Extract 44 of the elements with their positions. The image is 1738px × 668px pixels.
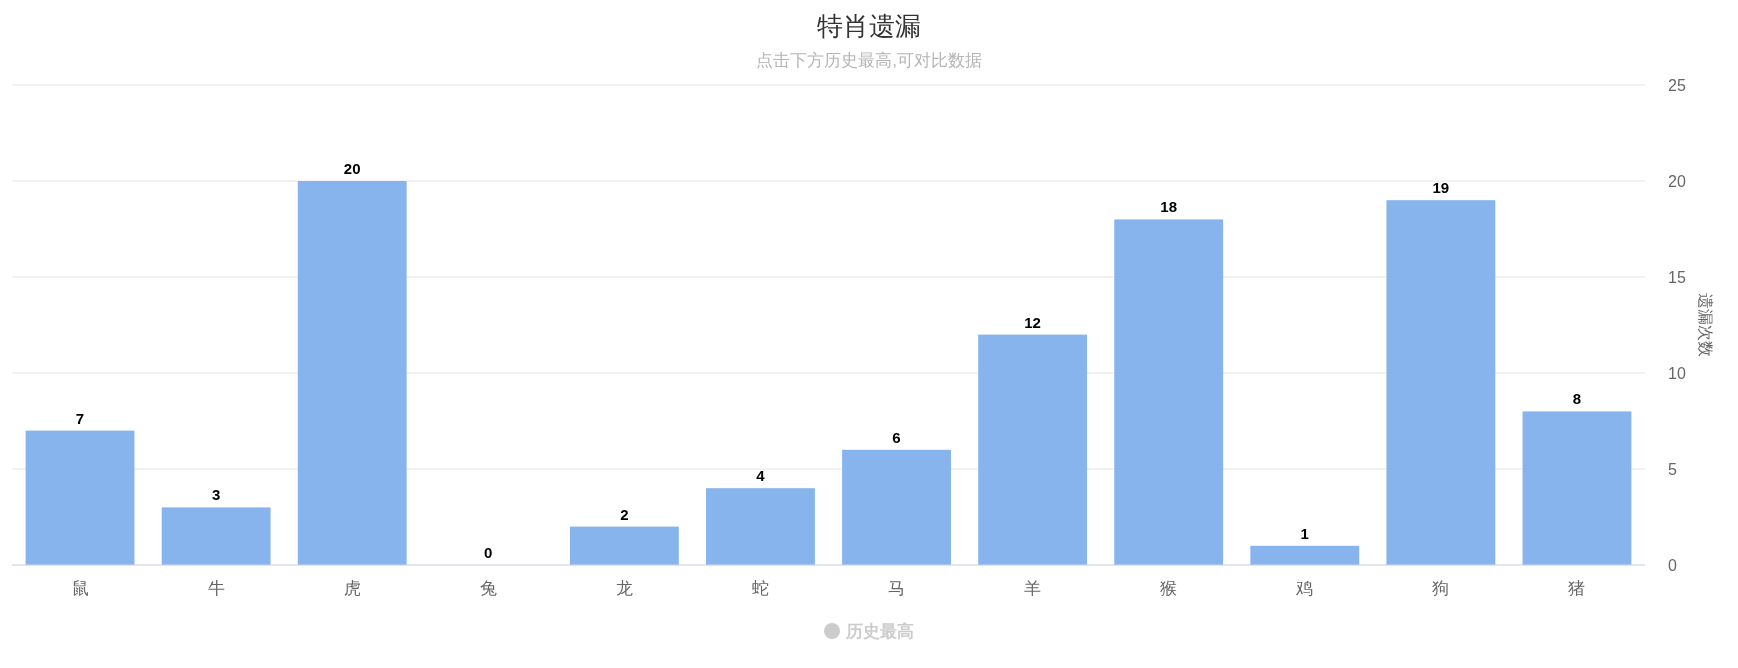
chart-subtitle: 点击下方历史最高,可对比数据 — [756, 51, 982, 70]
data-label: 12 — [1024, 313, 1041, 331]
x-tick-label: 羊 — [1024, 579, 1042, 598]
y-axis-title: 遗漏次数 — [1697, 293, 1714, 357]
y-tick-label: 10 — [1668, 365, 1686, 382]
bar — [297, 181, 407, 565]
data-label: 4 — [756, 467, 766, 485]
bar — [161, 507, 271, 565]
bar — [1114, 219, 1224, 565]
bar — [842, 449, 951, 565]
x-tick-label: 马 — [888, 579, 906, 598]
x-tick-label: 牛 — [207, 579, 225, 598]
x-tick-label: 鸡 — [1295, 579, 1314, 598]
data-label: 19 — [1432, 179, 1450, 197]
data-label: 3 — [211, 486, 221, 504]
data-label: 20 — [343, 160, 361, 177]
bar — [1522, 411, 1632, 565]
x-tick-label: 鼠 — [71, 579, 89, 598]
x-tick-label: 猪 — [1568, 579, 1586, 598]
data-label: 7 — [75, 409, 85, 427]
bar — [978, 334, 1088, 565]
x-tick-label: 猴 — [1160, 579, 1178, 598]
data-label: 8 — [1572, 390, 1582, 408]
y-tick-label: 20 — [1668, 173, 1686, 190]
bar — [569, 526, 679, 565]
bar — [706, 488, 815, 565]
bar — [1250, 545, 1360, 565]
data-label: 1 — [1300, 524, 1309, 542]
bar — [1386, 200, 1496, 565]
y-tick-label: 25 — [1668, 77, 1686, 94]
y-tick-label: 15 — [1668, 269, 1686, 286]
x-tick-label: 龙 — [615, 579, 633, 598]
x-tick-label: 蛇 — [751, 579, 769, 598]
y-tick-label: 5 — [1668, 461, 1677, 478]
bar — [25, 430, 135, 565]
data-label: 6 — [892, 428, 901, 446]
data-label: 18 — [1160, 198, 1178, 216]
x-tick-label: 狗 — [1432, 579, 1450, 598]
y-tick-label: 0 — [1668, 557, 1677, 574]
data-label: 2 — [620, 505, 629, 523]
x-tick-label: 兔 — [479, 579, 497, 598]
chart-title: 特肖遗漏 — [817, 11, 921, 41]
x-tick-label: 虎 — [343, 579, 361, 598]
data-label: 0 — [484, 544, 493, 561]
